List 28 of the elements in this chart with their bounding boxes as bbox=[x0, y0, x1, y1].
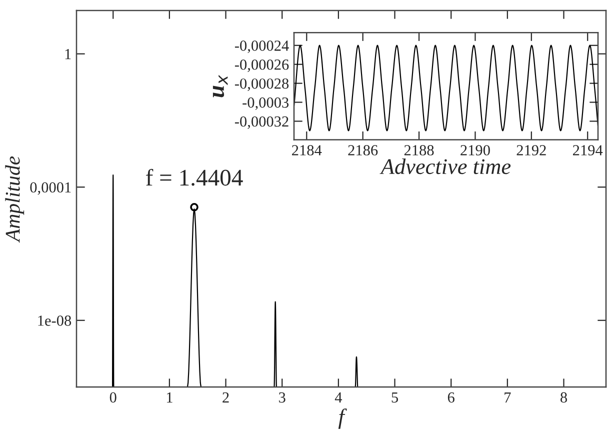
y-tick-label: -0,00026 bbox=[234, 59, 289, 72]
y-axis-title: Amplitude bbox=[5, 156, 24, 243]
y-tick-label: 1e-08 bbox=[38, 316, 72, 326]
x-tick-label: 3 bbox=[279, 392, 286, 403]
y-tick-label: 0,0001 bbox=[30, 182, 71, 195]
y-tick-label: -0,0003 bbox=[242, 97, 289, 110]
y-tick-label: -0,00024 bbox=[234, 40, 289, 54]
x-tick-label: 8 bbox=[560, 392, 567, 403]
y-tick-label: -0,00032 bbox=[234, 116, 288, 129]
y-tick-label: -0,00028 bbox=[234, 78, 289, 91]
x-tick-label: 2190 bbox=[460, 145, 490, 156]
x-tick-label: 2188 bbox=[404, 145, 434, 156]
x-tick-label: 2192 bbox=[516, 145, 546, 156]
x-tick-label: 0 bbox=[110, 392, 116, 403]
x-tick-label: 1 bbox=[166, 392, 172, 402]
x-axis-title: Advective time bbox=[380, 158, 511, 174]
x-tick-label: 4 bbox=[334, 392, 342, 402]
x-tick-label: 5 bbox=[392, 392, 398, 403]
x-tick-label: 2 bbox=[222, 392, 229, 402]
x-tick-label: 7 bbox=[504, 392, 511, 402]
x-axis-title: f bbox=[338, 408, 347, 429]
x-tick-label: 2184 bbox=[292, 145, 322, 156]
annotation: f = 1.4404 bbox=[146, 168, 243, 186]
x-tick-label: 2186 bbox=[348, 145, 378, 156]
y-axis-title: u$_{x}$ bbox=[212, 74, 228, 98]
y-tick-label: 1 bbox=[65, 49, 71, 60]
x-tick-label: 6 bbox=[448, 392, 454, 403]
x-tick-label: 2194 bbox=[572, 145, 603, 156]
